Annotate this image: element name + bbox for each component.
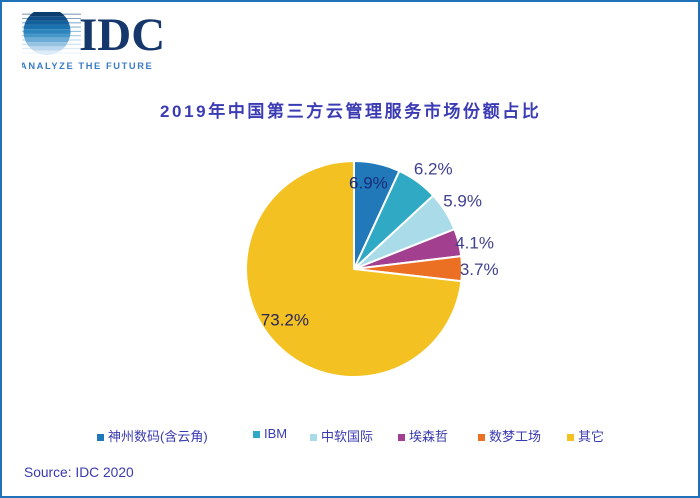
svg-text:5.9%: 5.9% [443, 191, 482, 210]
svg-text:4.1%: 4.1% [455, 234, 494, 253]
svg-text:6.2%: 6.2% [414, 160, 453, 179]
svg-text:6.9%: 6.9% [349, 174, 388, 193]
svg-text:73.2%: 73.2% [261, 311, 309, 330]
svg-text:3.7%: 3.7% [460, 260, 499, 279]
